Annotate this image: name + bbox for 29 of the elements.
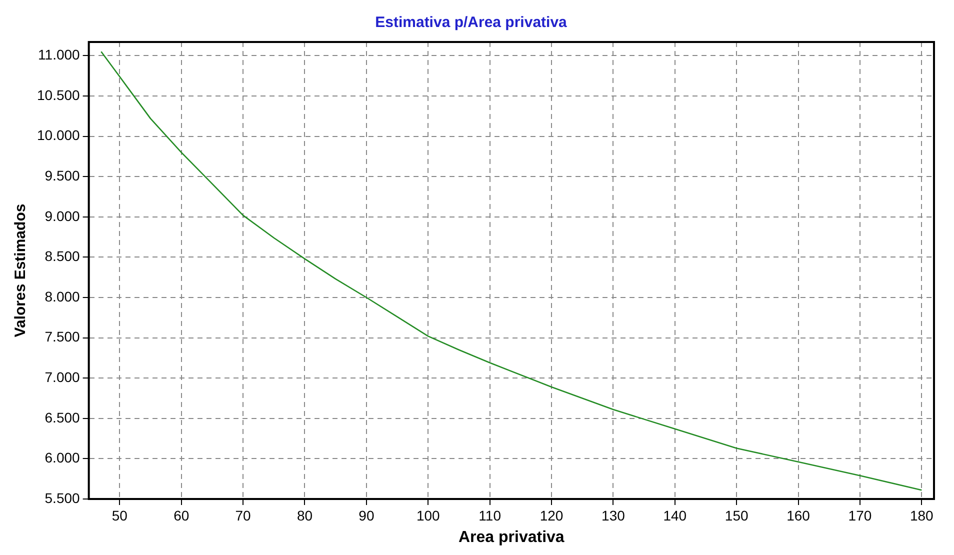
x-tick-label: 130	[602, 507, 626, 524]
x-tick-label: 140	[663, 507, 687, 524]
y-tick-label: 10.500	[36, 86, 80, 103]
y-tick-label: 9.500	[44, 167, 80, 184]
x-tick-label: 160	[786, 507, 810, 524]
chart-title: Estimativa p/Area privativa	[375, 14, 568, 32]
x-axis-title: Area privativa	[458, 528, 564, 546]
y-tick-label: 8.500	[44, 248, 80, 264]
y-tick-label: 10.000	[36, 127, 80, 144]
x-tick-label: 80	[296, 507, 313, 524]
y-tick-label: 11.000	[38, 46, 80, 63]
x-tick-label: 150	[724, 507, 748, 524]
x-tick-label: 100	[416, 507, 440, 524]
x-tick-label: 70	[235, 507, 252, 524]
y-tick-label: 8.000	[44, 288, 80, 304]
x-tick-label: 90	[358, 507, 374, 524]
y-tick-label: 7.000	[44, 368, 80, 385]
x-tick-label: 110	[478, 507, 502, 524]
x-tick-label: 180	[910, 507, 934, 524]
y-tick-label: 9.000	[44, 208, 80, 224]
x-tick-label: 120	[540, 507, 564, 524]
y-tick-label: 6.000	[44, 450, 80, 466]
x-tick-label: 170	[848, 507, 872, 524]
y-tick-label: 6.500	[44, 409, 80, 426]
y-tick-label: 5.500	[44, 490, 80, 506]
x-tick-label: 50	[112, 507, 128, 524]
y-axis-title: Valores Estimados	[12, 204, 30, 338]
y-tick-label: 7.500	[44, 328, 80, 345]
x-tick-label: 60	[174, 507, 190, 524]
